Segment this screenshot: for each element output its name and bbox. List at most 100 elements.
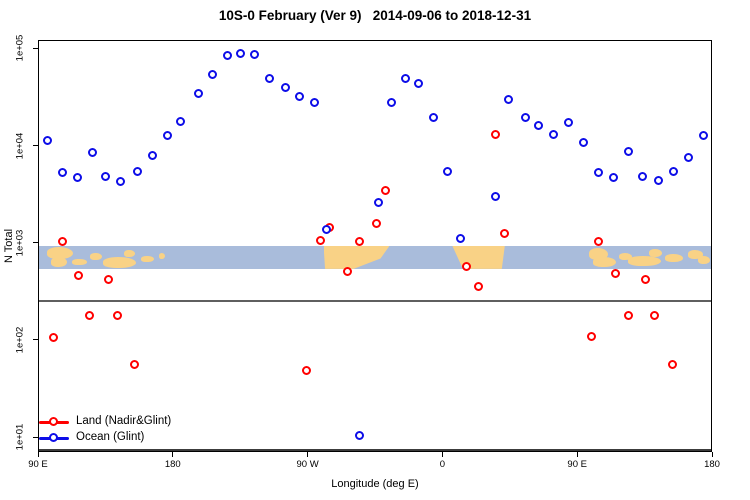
x-tick-label: 0 bbox=[439, 459, 446, 470]
data-point-land bbox=[586, 331, 596, 341]
data-point-ocean bbox=[222, 51, 232, 61]
data-point-ocean bbox=[207, 70, 217, 80]
data-point-ocean bbox=[132, 166, 142, 176]
x-tick-mark bbox=[711, 452, 713, 457]
land-mass bbox=[140, 255, 155, 263]
land-mass bbox=[618, 252, 633, 260]
data-point-ocean bbox=[669, 166, 679, 176]
data-point-ocean bbox=[699, 131, 708, 141]
land-mass bbox=[648, 249, 663, 258]
y-tick-mark bbox=[33, 145, 38, 147]
land-mass bbox=[627, 256, 661, 267]
y-tick-label: 1e+01 bbox=[14, 423, 26, 451]
land-mass bbox=[158, 252, 165, 259]
data-point-ocean bbox=[654, 176, 664, 186]
data-point-land bbox=[649, 311, 659, 321]
data-point-ocean bbox=[490, 191, 500, 201]
data-point-land bbox=[667, 359, 677, 369]
data-point-ocean bbox=[116, 177, 126, 187]
data-point-ocean bbox=[249, 50, 259, 60]
legend-marker-land bbox=[49, 417, 58, 426]
data-point-ocean bbox=[57, 167, 67, 177]
land-mass bbox=[588, 247, 609, 260]
data-point-land bbox=[113, 311, 123, 321]
data-point-ocean bbox=[609, 172, 619, 182]
data-point-ocean bbox=[72, 173, 82, 183]
data-point-land bbox=[474, 281, 484, 291]
legend-label-land: Land (Nadir&Glint) bbox=[76, 415, 172, 427]
data-point-ocean bbox=[294, 92, 304, 102]
data-point-land bbox=[490, 130, 500, 140]
data-point-ocean bbox=[162, 131, 172, 141]
legend-entry-ocean: Ocean (Glint) bbox=[39, 430, 239, 446]
land-mass bbox=[698, 256, 710, 265]
data-point-ocean bbox=[42, 135, 52, 145]
data-point-ocean bbox=[442, 166, 452, 176]
data-point-land bbox=[84, 311, 94, 321]
x-tick-label: 180 bbox=[164, 459, 181, 470]
land-mass bbox=[50, 257, 68, 268]
data-point-ocean bbox=[236, 49, 246, 59]
legend-entry-land: Land (Nadir&Glint) bbox=[39, 414, 239, 430]
data-point-ocean bbox=[309, 97, 319, 107]
x-tick-label: 90 E bbox=[28, 459, 48, 470]
data-point-ocean bbox=[373, 198, 383, 208]
y-tick-mark bbox=[33, 47, 38, 49]
legend: Land (Nadir&Glint) Ocean (Glint) bbox=[39, 414, 239, 446]
data-point-land bbox=[594, 236, 604, 246]
y-tick-mark bbox=[33, 339, 38, 341]
data-point-land bbox=[57, 236, 67, 246]
data-point-ocean bbox=[594, 167, 604, 177]
land-mass bbox=[103, 257, 137, 268]
data-point-ocean bbox=[564, 118, 574, 128]
land-mass bbox=[452, 245, 505, 269]
data-point-ocean bbox=[387, 97, 397, 107]
x-tick-label: 180 bbox=[704, 459, 720, 470]
data-point-ocean bbox=[414, 79, 424, 89]
y-tick-label: 1e+03 bbox=[14, 229, 26, 257]
data-point-land bbox=[302, 365, 312, 375]
data-point-ocean bbox=[549, 129, 559, 139]
data-point-ocean bbox=[321, 224, 331, 234]
data-point-ocean bbox=[87, 148, 97, 158]
data-point-land bbox=[354, 236, 364, 246]
data-point-ocean bbox=[400, 74, 410, 84]
legend-label-ocean: Ocean (Glint) bbox=[76, 431, 145, 443]
data-point-ocean bbox=[176, 117, 186, 127]
data-point-ocean bbox=[456, 233, 466, 243]
data-point-ocean bbox=[624, 147, 634, 157]
land-mass bbox=[687, 250, 703, 259]
y-tick-mark bbox=[33, 436, 38, 438]
data-point-ocean bbox=[194, 89, 204, 99]
data-point-ocean bbox=[579, 137, 589, 147]
data-point-land bbox=[372, 218, 382, 228]
x-tick-mark bbox=[576, 452, 578, 457]
land-mass bbox=[89, 252, 102, 261]
data-point-ocean bbox=[637, 171, 647, 181]
data-point-land bbox=[462, 261, 472, 271]
x-tick-mark bbox=[307, 452, 309, 457]
data-point-ocean bbox=[504, 95, 514, 105]
y-tick-mark bbox=[33, 242, 38, 244]
data-point-ocean bbox=[281, 83, 291, 93]
y-axis-title: N Total bbox=[3, 228, 15, 264]
data-point-ocean bbox=[684, 152, 694, 162]
latitude-band-map bbox=[39, 245, 711, 269]
data-point-ocean bbox=[101, 171, 111, 181]
x-axis-line bbox=[39, 449, 711, 451]
data-point-land bbox=[624, 311, 634, 321]
data-point-land bbox=[342, 267, 352, 277]
data-point-ocean bbox=[534, 121, 544, 131]
y-tick-label: 1e+02 bbox=[14, 326, 26, 354]
data-point-ocean bbox=[354, 430, 364, 440]
legend-marker-ocean bbox=[49, 433, 58, 442]
data-point-ocean bbox=[520, 112, 530, 122]
x-tick-mark bbox=[441, 452, 443, 457]
data-point-land bbox=[381, 185, 391, 195]
land-mass bbox=[124, 250, 135, 257]
data-point-land bbox=[104, 274, 114, 284]
land-mass bbox=[665, 253, 684, 262]
land-mass bbox=[47, 247, 74, 259]
data-point-ocean bbox=[147, 151, 157, 161]
